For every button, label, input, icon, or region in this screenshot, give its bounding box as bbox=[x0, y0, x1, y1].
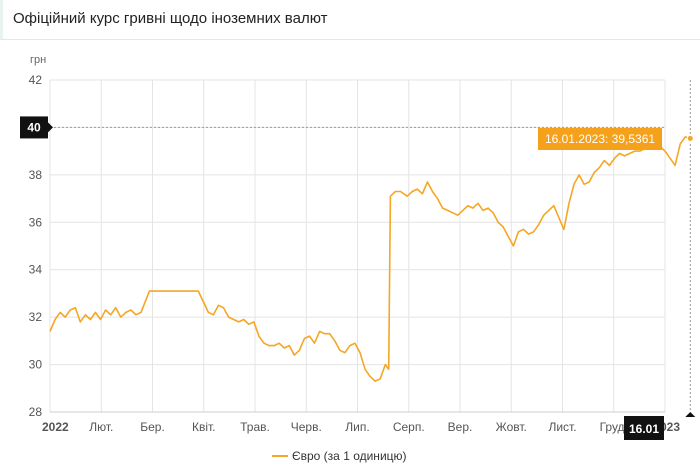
y-tick-label: 32 bbox=[29, 310, 43, 324]
y-tick-label: 38 bbox=[29, 168, 43, 182]
y-tick-label: 34 bbox=[29, 263, 43, 277]
x-tick-label: Бер. bbox=[140, 420, 165, 434]
x-axis-ticks: 2022 Лют. Бер. Квіт. Трав. Черв. Лип. Серп. Вер.… bbox=[42, 420, 680, 434]
legend[interactable]: Євро (за 1 одиницю) bbox=[272, 449, 407, 463]
y-badge-arrow bbox=[48, 122, 53, 133]
x-tick-label: Лист. bbox=[548, 420, 576, 434]
chart-grid bbox=[49, 79, 666, 413]
x-tick-label: Груд. bbox=[600, 420, 628, 434]
x-tick-label: Вер. bbox=[448, 420, 473, 434]
exchange-rate-chart: грн 28 30 32 34 36 38 42 2022 Лют. Бер. Квіт. Трав… bbox=[0, 40, 700, 472]
x-tick-label: Лип. bbox=[345, 420, 369, 434]
y-tick-label: 36 bbox=[29, 215, 43, 229]
x-badge-arrow bbox=[685, 412, 696, 417]
tooltip-text: 16.01.2023: 39,5361 bbox=[545, 132, 655, 146]
hover-point bbox=[686, 134, 694, 142]
x-crosshair-label: 16.01 bbox=[629, 422, 659, 436]
y-tick-label: 42 bbox=[29, 73, 43, 87]
chart-svg: грн 28 30 32 34 36 38 42 2022 Лют. Бер. Квіт. Трав… bbox=[20, 54, 696, 463]
x-tick-label: Трав. bbox=[240, 420, 270, 434]
tooltip bbox=[538, 128, 662, 150]
y-tick-label: 28 bbox=[29, 405, 43, 419]
page-title: Офіційний курс гривні щодо іноземних вал… bbox=[13, 10, 328, 27]
legend-label[interactable]: Євро (за 1 одиницю) bbox=[292, 449, 407, 463]
x-tick-label: Квіт. bbox=[192, 420, 216, 434]
x-tick-label: Лют. bbox=[89, 420, 113, 434]
x-tick-label: Черв. bbox=[291, 420, 322, 434]
x-tick-label: Серп. bbox=[393, 420, 425, 434]
y-axis-ticks: 28 30 32 34 36 38 42 bbox=[29, 73, 43, 419]
page-header: Офіційний курс гривні щодо іноземних вал… bbox=[0, 0, 700, 40]
x-tick-label: 2022 bbox=[42, 420, 69, 434]
y-tick-label: 30 bbox=[29, 358, 43, 372]
crosshair-overlay: 40 16.01 16.01.2023: 39,5361 bbox=[20, 116, 696, 440]
series-line bbox=[49, 136, 691, 382]
y-crosshair-badge bbox=[20, 116, 48, 139]
crosshair bbox=[50, 80, 691, 412]
y-crosshair-label: 40 bbox=[27, 120, 41, 134]
x-crosshair-badge bbox=[624, 416, 664, 440]
y-axis-unit: грн bbox=[30, 54, 46, 66]
x-tick-label: Жовт. bbox=[496, 420, 527, 434]
